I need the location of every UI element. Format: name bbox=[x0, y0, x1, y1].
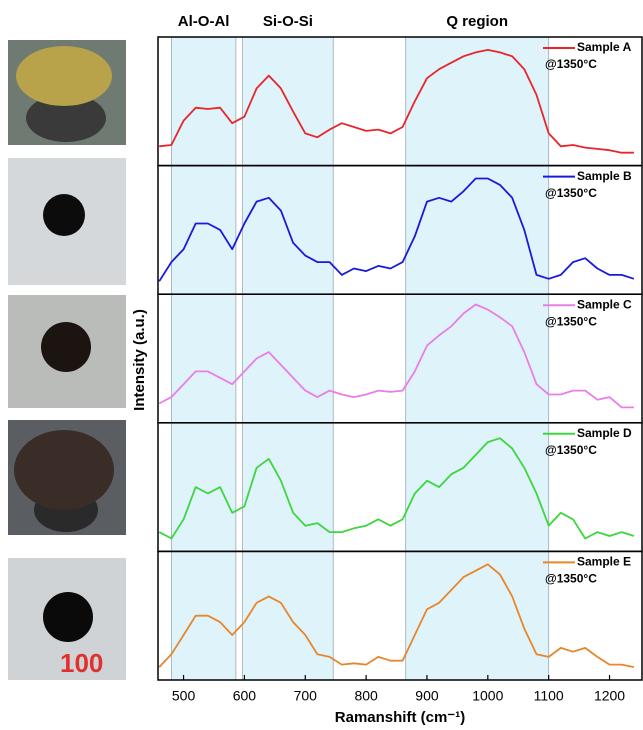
plot: Al-O-Al Si-O-Si Q region Sample A @1350°C Sam… bbox=[158, 13, 642, 704]
x-tick-label: 600 bbox=[233, 688, 257, 704]
legend-label: Sample C bbox=[577, 297, 632, 311]
condition-label: @1350°C bbox=[545, 57, 597, 71]
legend-label: Sample E bbox=[577, 555, 631, 569]
condition-label: @1350°C bbox=[545, 572, 597, 586]
photo-sample bbox=[14, 430, 114, 510]
condition-label: @1350°C bbox=[545, 186, 597, 200]
x-tick-label: 1100 bbox=[534, 688, 564, 704]
legend-label: Sample D bbox=[577, 426, 632, 440]
x-tick-label: 1200 bbox=[594, 688, 625, 704]
x-tick-label: 1000 bbox=[472, 688, 503, 704]
legend-label: Sample A bbox=[577, 40, 632, 54]
region-label: Q region bbox=[446, 13, 508, 30]
condition-label: @1350°C bbox=[545, 314, 597, 328]
region-label: Al-O-Al bbox=[178, 13, 230, 30]
region bbox=[171, 37, 236, 680]
x-tick-label: 700 bbox=[294, 688, 318, 704]
x-axis-title: Ramanshift (cm⁻¹) bbox=[335, 709, 465, 726]
x-tick-label: 800 bbox=[354, 688, 378, 704]
x-tick-label: 500 bbox=[172, 688, 196, 704]
photo-sample bbox=[43, 194, 85, 236]
photo-sample bbox=[43, 592, 93, 642]
photo-sample bbox=[41, 322, 91, 372]
photo-marking: 100 bbox=[60, 648, 103, 678]
photos: 100 bbox=[8, 40, 126, 680]
condition-label: @1350°C bbox=[545, 443, 597, 457]
figure: 100 Al-O-Al Si-O-Si Q region Sample A @1350°… bbox=[0, 0, 643, 730]
legend-label: Sample B bbox=[577, 169, 632, 183]
region-label: Si-O-Si bbox=[263, 13, 313, 30]
x-tick-label: 900 bbox=[415, 688, 439, 704]
y-axis-title: Intensity (a.u.) bbox=[131, 309, 148, 411]
photo-sample bbox=[16, 46, 112, 106]
